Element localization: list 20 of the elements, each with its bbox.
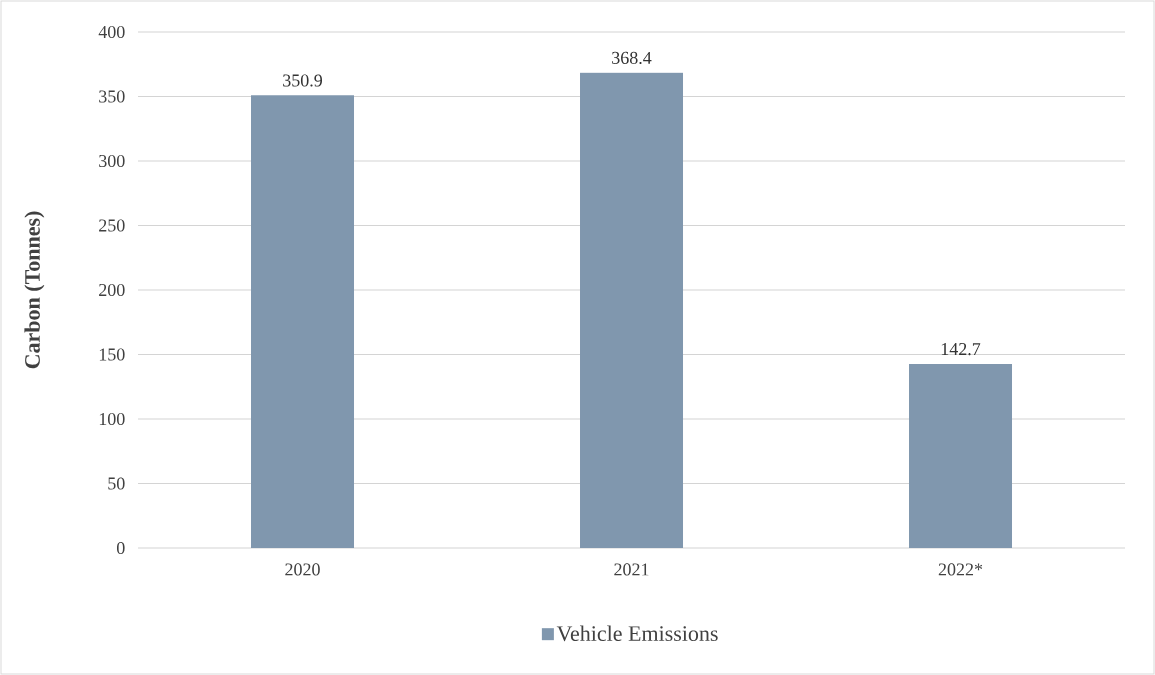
y-tick-label: 50 [108, 477, 125, 490]
y-tick-label: 250 [99, 219, 125, 232]
x-tick-label: 2021 [614, 563, 649, 576]
data-label: 368.4 [612, 51, 652, 65]
y-tick-label: 150 [99, 348, 125, 361]
bar [251, 95, 355, 548]
bar [580, 72, 684, 548]
data-label: 350.9 [283, 74, 323, 87]
legend-label: Vehicle Emissions [556, 625, 718, 642]
x-tick-label: 2020 [285, 563, 320, 576]
y-tick-label: 100 [99, 412, 125, 426]
x-tick-label: 2022* [938, 563, 983, 576]
y-axis-title: Carbon (Tonnes) [24, 211, 45, 369]
y-tick-label: 200 [99, 283, 125, 297]
bar [909, 363, 1013, 548]
y-tick-label: 300 [99, 154, 125, 168]
data-label: 142.7 [941, 343, 981, 356]
y-tick-label: 0 [116, 541, 125, 555]
y-tick-label: 350 [99, 90, 125, 103]
y-tick-label: 400 [98, 25, 125, 39]
